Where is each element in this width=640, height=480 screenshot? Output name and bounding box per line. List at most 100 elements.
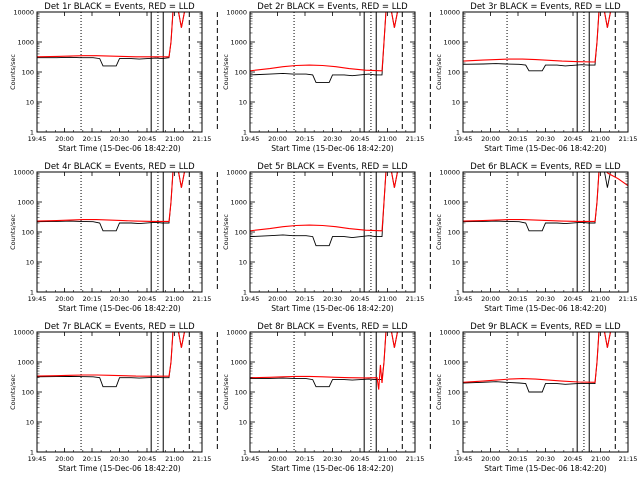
x-tick-label: 20:00 bbox=[55, 135, 74, 143]
lld-series-line bbox=[37, 12, 186, 58]
y-axis-label: Counts/sec bbox=[9, 374, 17, 410]
chart-title: Det 5r BLACK = Events, RED = LLD bbox=[257, 162, 408, 172]
y-tick-label: 10 bbox=[26, 419, 34, 427]
x-axis-label: Start Time (15-Dec-06 18:42:20) bbox=[271, 304, 393, 313]
y-tick-label: 100 bbox=[235, 229, 247, 237]
y-tick-label: 1000 bbox=[443, 39, 460, 47]
chart-title: Det 8r BLACK = Events, RED = LLD bbox=[257, 322, 408, 332]
y-tick-label: 100 bbox=[22, 69, 34, 77]
x-tick-label: 20:15 bbox=[296, 295, 315, 303]
x-tick-label: 20:00 bbox=[55, 295, 74, 303]
chart-panel: Det 3r BLACK = Events, RED = LLD Start Ti… bbox=[435, 2, 638, 153]
plot-frame bbox=[249, 331, 416, 453]
x-tick-label: 20:00 bbox=[55, 455, 74, 463]
y-tick-label: 100 bbox=[448, 229, 460, 237]
y-tick-label: 1 bbox=[456, 449, 460, 457]
x-tick-label: 19:45 bbox=[454, 135, 473, 143]
y-tick-label: 10000 bbox=[439, 169, 460, 177]
plot-frame bbox=[462, 171, 629, 293]
x-tick-label: 20:30 bbox=[323, 455, 342, 463]
y-tick-label: 10 bbox=[26, 99, 34, 107]
x-axis-label: Start Time (15-Dec-06 18:42:20) bbox=[271, 144, 393, 153]
y-tick-label: 100 bbox=[448, 389, 460, 397]
lld-series-line bbox=[250, 172, 399, 232]
y-tick-label: 1000 bbox=[230, 39, 247, 47]
x-axis-label: Start Time (15-Dec-06 18:42:20) bbox=[484, 464, 606, 473]
x-axis-label: Start Time (15-Dec-06 18:42:20) bbox=[58, 464, 180, 473]
x-tick-label: 21:15 bbox=[619, 135, 638, 143]
x-tick-label: 21:15 bbox=[406, 455, 425, 463]
events-series-line bbox=[37, 12, 185, 67]
y-tick-label: 1 bbox=[243, 449, 247, 457]
x-tick-label: 20:00 bbox=[481, 135, 500, 143]
chart-panel: Det 9r BLACK = Events, RED = LLD Start Ti… bbox=[435, 322, 637, 473]
x-tick-label: 20:45 bbox=[564, 135, 583, 143]
lld-series-line bbox=[250, 12, 399, 72]
x-tick-label: 21:00 bbox=[591, 295, 610, 303]
y-tick-label: 100 bbox=[22, 229, 34, 237]
x-tick-label: 21:15 bbox=[193, 135, 212, 143]
x-tick-label: 19:45 bbox=[241, 135, 260, 143]
plot-frame bbox=[462, 11, 629, 133]
x-tick-label: 21:15 bbox=[619, 295, 638, 303]
x-tick-label: 20:45 bbox=[138, 295, 157, 303]
y-tick-label: 1000 bbox=[230, 199, 247, 207]
events-series-line bbox=[37, 332, 185, 388]
plot-frame bbox=[36, 331, 203, 453]
chart-panel: Det 1r BLACK = Events, RED = LLD Start Ti… bbox=[9, 2, 218, 153]
lld-series-line bbox=[463, 172, 628, 222]
x-tick-label: 21:00 bbox=[378, 135, 397, 143]
y-axis-label: Counts/sec bbox=[222, 374, 230, 410]
y-tick-label: 1 bbox=[30, 289, 34, 297]
y-tick-label: 10 bbox=[452, 259, 460, 267]
x-tick-label: 21:15 bbox=[406, 135, 425, 143]
y-tick-label: 10 bbox=[452, 99, 460, 107]
x-tick-label: 20:15 bbox=[296, 135, 315, 143]
y-axis-label: Counts/sec bbox=[435, 54, 443, 90]
x-tick-label: 20:30 bbox=[536, 135, 555, 143]
y-tick-label: 10000 bbox=[226, 9, 247, 17]
x-tick-label: 20:00 bbox=[481, 455, 500, 463]
x-tick-label: 21:00 bbox=[378, 455, 397, 463]
x-axis-label: Start Time (15-Dec-06 18:42:20) bbox=[484, 144, 606, 153]
x-tick-label: 20:15 bbox=[83, 295, 102, 303]
y-tick-label: 10000 bbox=[13, 329, 34, 337]
x-tick-label: 21:15 bbox=[406, 295, 425, 303]
events-series-line bbox=[250, 172, 398, 247]
x-tick-label: 19:45 bbox=[241, 455, 260, 463]
y-tick-label: 1 bbox=[243, 129, 247, 137]
y-axis-label: Counts/sec bbox=[222, 54, 230, 90]
plot-frame bbox=[249, 171, 416, 293]
y-tick-label: 10000 bbox=[226, 329, 247, 337]
x-tick-label: 20:00 bbox=[268, 455, 287, 463]
x-tick-label: 21:00 bbox=[591, 455, 610, 463]
y-tick-label: 1000 bbox=[443, 359, 460, 367]
y-tick-label: 1 bbox=[243, 289, 247, 297]
x-axis-label: Start Time (15-Dec-06 18:42:20) bbox=[58, 144, 180, 153]
y-tick-label: 10 bbox=[26, 259, 34, 267]
x-tick-label: 20:15 bbox=[509, 135, 528, 143]
chart-panel: Det 8r BLACK = Events, RED = LLD Start Ti… bbox=[222, 322, 431, 473]
events-series-line bbox=[250, 332, 398, 388]
x-tick-label: 20:45 bbox=[138, 455, 157, 463]
chart-panel: Det 5r BLACK = Events, RED = LLD Start Ti… bbox=[222, 162, 431, 313]
x-tick-label: 19:45 bbox=[454, 455, 473, 463]
y-tick-label: 10000 bbox=[226, 169, 247, 177]
x-tick-label: 20:30 bbox=[110, 455, 129, 463]
y-axis-label: Counts/sec bbox=[435, 214, 443, 250]
plot-frame bbox=[36, 11, 203, 133]
y-tick-label: 1 bbox=[30, 449, 34, 457]
plot-frame bbox=[249, 11, 416, 133]
y-tick-label: 10 bbox=[452, 419, 460, 427]
y-axis-label: Counts/sec bbox=[9, 54, 17, 90]
x-tick-label: 20:15 bbox=[83, 455, 102, 463]
events-series-line bbox=[463, 172, 611, 232]
x-axis-label: Start Time (15-Dec-06 18:42:20) bbox=[484, 304, 606, 313]
x-tick-label: 20:00 bbox=[481, 295, 500, 303]
y-tick-label: 100 bbox=[235, 69, 247, 77]
y-tick-label: 10000 bbox=[439, 9, 460, 17]
chart-panel: Det 6r BLACK = Events, RED = LLD Start Ti… bbox=[435, 162, 638, 313]
lld-series-line bbox=[37, 172, 186, 222]
y-tick-label: 1000 bbox=[17, 39, 34, 47]
